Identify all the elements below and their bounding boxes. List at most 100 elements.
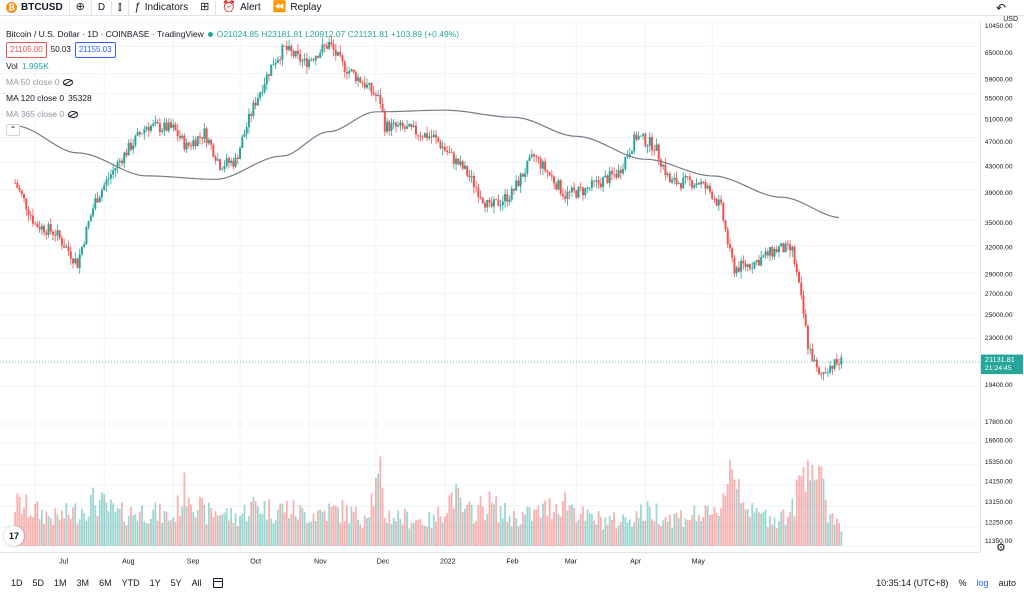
auto-scale-toggle[interactable]: auto — [998, 578, 1016, 588]
tradingview-logo[interactable]: 17 — [4, 526, 24, 546]
volume-bar — [595, 524, 598, 546]
volume-bar — [366, 518, 368, 546]
currency-label[interactable]: USD — [1003, 15, 1018, 23]
candle-body — [167, 122, 170, 131]
interval-button[interactable]: D — [92, 0, 111, 16]
undo-icon[interactable]: ↶ — [995, 1, 1006, 15]
compare-button[interactable]: ⊕ — [70, 0, 91, 16]
candle-body — [92, 208, 95, 216]
candle-body — [804, 313, 807, 326]
replay-button[interactable]: ⏪ Replay — [267, 0, 328, 16]
eye-crossed-icon[interactable] — [63, 78, 74, 86]
candle-body — [544, 161, 547, 171]
volume-bar — [615, 528, 618, 546]
time-axis[interactable]: Jul Aug Sep Oct Nov Dec 2022 Feb Mar Apr May — [0, 552, 980, 568]
candle-body — [365, 84, 368, 88]
candle-body — [755, 259, 758, 262]
candle-body — [205, 128, 208, 144]
price-chart[interactable] — [0, 22, 980, 552]
candle-body — [673, 177, 676, 180]
volume-bar — [791, 498, 794, 546]
chart-type-button[interactable]: ⫾ — [112, 0, 128, 16]
ma120-legend[interactable]: MA 120 close 0 35328 — [6, 90, 459, 106]
eye-crossed-icon[interactable] — [68, 110, 79, 118]
range-5y-button[interactable]: 5Y — [170, 578, 182, 588]
templates-button[interactable]: ⊞ — [194, 0, 215, 16]
volume-bar — [720, 508, 722, 546]
gear-icon[interactable]: ⚙ — [996, 542, 1006, 554]
volume-bar — [441, 522, 444, 546]
candle-body — [557, 180, 560, 190]
volume-bar — [840, 531, 843, 546]
quote-row: 21105.00 50.03 21155.03 — [6, 42, 459, 58]
candle-body — [588, 187, 591, 189]
volume-bar — [67, 514, 70, 546]
price-tick-label: 13150.00 — [985, 499, 1013, 506]
clock-time[interactable]: 10:35:14 (UTC+8) — [876, 578, 949, 588]
volume-bar — [437, 506, 440, 546]
volume-bar — [259, 513, 261, 546]
indicators-button[interactable]: ƒ Indicators — [129, 0, 194, 16]
volume-bar — [555, 503, 558, 546]
ma365-legend[interactable]: MA 365 close 0 — [6, 106, 459, 122]
volume-bar — [292, 499, 295, 546]
volume-bar — [446, 512, 449, 546]
symbol-search[interactable]: ₿ BTCUSD — [0, 0, 69, 16]
range-5d-button[interactable]: 5D — [32, 578, 45, 588]
candle-body — [809, 348, 812, 350]
time-tick-label: Mar — [565, 558, 578, 565]
range-3m-button[interactable]: 3M — [76, 578, 90, 588]
volume-bar — [539, 517, 542, 546]
volume-bar — [575, 522, 578, 546]
alert-button[interactable]: ⏰ Alert — [216, 0, 266, 16]
volume-bar — [508, 515, 511, 546]
legend-title-row: Bitcoin / U.S. Dollar · 1D · COINBASE · … — [6, 26, 459, 42]
range-all-button[interactable]: All — [191, 578, 202, 588]
volume-bar — [25, 494, 28, 546]
price-axis[interactable]: 65000.00 59000.00 55000.00 51000.00 47000.00… — [980, 22, 1024, 552]
sell-button[interactable]: 21105.00 — [6, 42, 47, 58]
candle-body — [361, 82, 364, 84]
volume-bar — [161, 522, 164, 546]
price-tick-label: 32000.00 — [985, 244, 1013, 251]
candle-body — [782, 243, 785, 253]
volume-bar — [370, 493, 373, 546]
candle-body — [272, 64, 275, 66]
candle-body — [838, 363, 841, 365]
calendar-icon[interactable] — [212, 578, 223, 588]
volume-bar — [392, 517, 395, 546]
range-1y-button[interactable]: 1Y — [149, 578, 161, 588]
volume-bar — [283, 512, 286, 546]
candle-body — [98, 197, 101, 203]
last-price-marker — [981, 354, 1024, 375]
percent-toggle[interactable]: % — [958, 578, 967, 588]
range-1m-button[interactable]: 1M — [54, 578, 67, 588]
candle-body — [452, 152, 455, 164]
range-ytd-button[interactable]: YTD — [121, 578, 140, 588]
candle-body — [593, 180, 596, 182]
candle-body — [305, 58, 308, 67]
volume-bar — [87, 516, 90, 546]
candle-body — [325, 45, 328, 49]
candle-body — [439, 141, 442, 149]
range-1d-button[interactable]: 1D — [11, 578, 23, 588]
buy-button[interactable]: 21155.03 — [74, 42, 116, 58]
symbol-label: BTCUSD — [21, 2, 63, 13]
volume-bar — [570, 504, 573, 546]
log-scale-toggle[interactable]: log — [976, 578, 989, 588]
candle-body — [501, 201, 504, 206]
volume-bar — [455, 484, 457, 546]
candle-body — [334, 49, 337, 56]
volume-legend[interactable]: Vol 1.995K — [6, 58, 459, 74]
volume-bar — [573, 507, 575, 546]
volume-bar — [444, 516, 446, 546]
candle-body — [109, 174, 112, 179]
volume-bar — [263, 501, 266, 546]
collapse-legend-button[interactable]: ⌃ — [6, 124, 20, 136]
range-6m-button[interactable]: 6M — [99, 578, 112, 588]
ma50-legend[interactable]: MA 50 close 0 — [6, 74, 459, 90]
volume-bar — [735, 488, 738, 546]
candle-body — [312, 59, 315, 61]
volume-bar — [439, 516, 442, 546]
volume-bar — [704, 505, 707, 546]
